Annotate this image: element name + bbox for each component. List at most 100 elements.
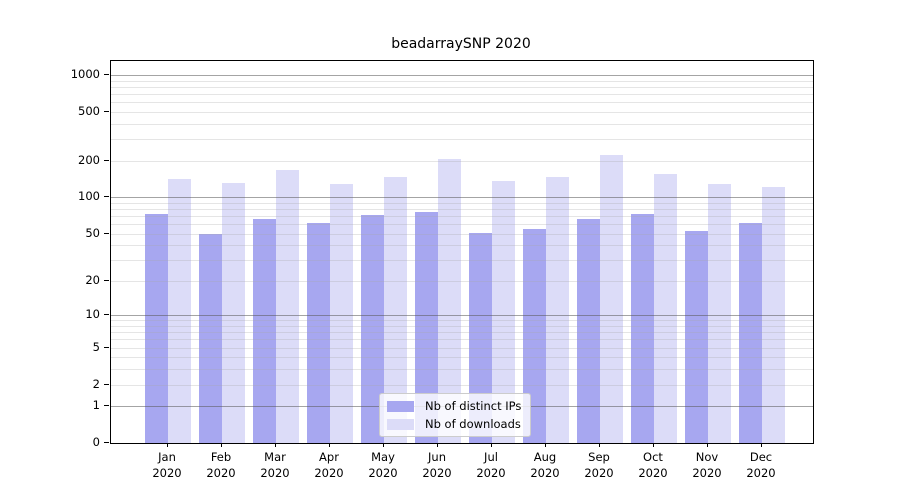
gridline-700: [111, 93, 813, 95]
x-tick-mar: [275, 443, 277, 447]
x-tick-jun: [437, 443, 439, 447]
y-tick-label-500: 500: [78, 103, 100, 118]
y-tick-1: [104, 405, 109, 407]
x-tick-label-may: May 2020: [368, 450, 398, 480]
bar-aug-distinct-ips: [523, 228, 546, 443]
bars-layer: [111, 61, 813, 443]
gridline-80: [111, 208, 813, 210]
x-tick-dec: [761, 443, 763, 447]
gridline-8: [111, 326, 813, 327]
gridline-5: [111, 347, 813, 349]
gridline-10: [111, 315, 813, 317]
y-tick-2: [104, 383, 109, 385]
bar-jul-distinct-ips: [469, 232, 492, 443]
y-tick-10: [104, 314, 109, 316]
x-tick-label-dec: Dec 2020: [746, 450, 776, 480]
y-tick-label-0: 0: [92, 435, 100, 449]
legend-label-distinct-ips: Nb of distinct IPs: [425, 399, 522, 413]
gridline-9: [111, 320, 813, 322]
legend-row-downloads: Nb of downloads: [387, 417, 521, 431]
gridline-900: [111, 80, 813, 82]
gridline-3: [111, 369, 813, 371]
x-tick-label-apr: Apr 2020: [314, 450, 344, 480]
y-tick-label-200: 200: [78, 152, 100, 167]
bar-apr-distinct-ips: [307, 223, 330, 443]
bar-nov-distinct-ips: [685, 230, 708, 443]
y-tick-label-2: 2: [92, 376, 100, 391]
gridline-70: [111, 215, 813, 217]
bar-dec-distinct-ips: [739, 223, 762, 443]
x-tick-jul: [491, 443, 493, 447]
gridline-90: [111, 202, 813, 204]
bar-jan-downloads: [168, 179, 191, 443]
y-tick-label-20: 20: [85, 272, 100, 287]
x-tick-may: [383, 443, 385, 447]
gridline-1000: [111, 75, 813, 76]
x-tick-label-oct: Oct 2020: [638, 450, 668, 480]
bar-may-downloads: [384, 177, 407, 443]
bar-nov-downloads: [708, 184, 731, 443]
x-tick-oct: [653, 443, 655, 447]
bar-feb-downloads: [222, 183, 245, 443]
x-tick-aug: [545, 443, 547, 447]
x-tick-label-nov: Nov 2020: [692, 450, 722, 480]
x-tick-apr: [329, 443, 331, 447]
x-tick-label-aug: Aug 2020: [530, 450, 560, 480]
x-tick-label-feb: Feb 2020: [206, 450, 236, 480]
bar-feb-distinct-ips: [199, 233, 222, 443]
bar-jun-distinct-ips: [415, 212, 438, 443]
x-tick-label-jul: Jul 2020: [476, 450, 506, 480]
x-tick-label-sep: Sep 2020: [584, 450, 614, 480]
x-tick-sep: [599, 443, 601, 447]
x-tick-feb: [221, 443, 223, 447]
y-tick-200: [104, 159, 109, 161]
bar-mar-distinct-ips: [253, 219, 276, 443]
x-tick-nov: [707, 443, 709, 447]
grid-layer: [111, 61, 813, 443]
gridline-600: [111, 102, 813, 104]
y-tick-50: [104, 232, 109, 234]
y-tick-label-5: 5: [92, 339, 100, 354]
gridline-2: [111, 384, 813, 386]
gridline-6: [111, 339, 813, 341]
y-tick-0: [104, 442, 109, 444]
bar-sep-distinct-ips: [577, 219, 600, 443]
bar-oct-distinct-ips: [631, 213, 654, 443]
bar-jun-downloads: [438, 159, 461, 443]
gridline-4: [111, 357, 813, 359]
bar-sep-downloads: [600, 155, 623, 443]
x-tick-jan: [167, 443, 169, 447]
gridline-60: [111, 224, 813, 225]
gridline-200: [111, 160, 813, 162]
legend-swatch-distinct-ips: [387, 400, 414, 412]
bar-mar-downloads: [276, 170, 299, 443]
gridline-400: [111, 123, 813, 125]
y-tick-label-1000: 1000: [70, 67, 100, 81]
gridline-20: [111, 280, 813, 282]
legend-swatch-downloads: [387, 418, 414, 430]
gridline-7: [111, 332, 813, 334]
y-tick-5: [104, 346, 109, 348]
y-tick-20: [104, 279, 109, 281]
y-tick-1000: [104, 74, 109, 76]
plot-area: Nb of distinct IPs Nb of downloads: [110, 60, 814, 444]
bar-aug-downloads: [546, 177, 569, 443]
gridline-100: [111, 197, 813, 199]
gridline-500: [111, 111, 813, 113]
y-tick-100: [104, 196, 109, 198]
bar-apr-downloads: [330, 184, 353, 443]
legend-label-downloads: Nb of downloads: [425, 417, 521, 431]
gridline-800: [111, 86, 813, 88]
x-tick-label-jun: Jun 2020: [422, 450, 452, 480]
gridline-50: [111, 233, 813, 235]
bar-dec-downloads: [762, 187, 785, 443]
bar-may-distinct-ips: [361, 215, 384, 443]
x-tick-label-mar: Mar 2020: [260, 450, 290, 480]
y-tick-label-50: 50: [85, 225, 100, 240]
bar-jul-downloads: [492, 180, 515, 443]
bar-oct-downloads: [654, 174, 677, 443]
legend-row-distinct-ips: Nb of distinct IPs: [387, 399, 521, 413]
gridline-300: [111, 139, 813, 140]
gridline-30: [111, 260, 813, 262]
